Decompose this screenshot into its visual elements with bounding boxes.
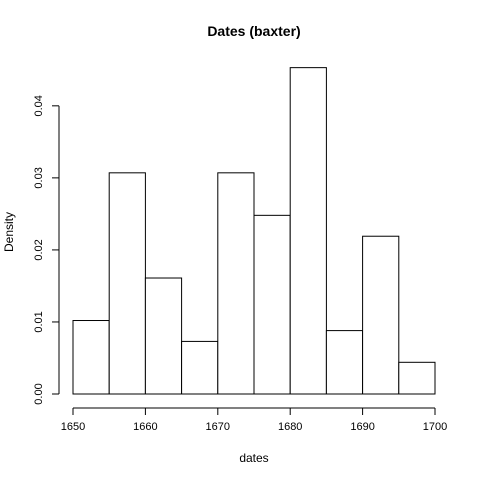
histogram-bar-1 (108, 172, 146, 395)
x-axis-label: dates (239, 451, 268, 465)
histogram-bar-0 (72, 320, 110, 395)
y-tick-label-2: 0.02 (33, 239, 45, 260)
x-axis: 1650 1660 1670 1680 1690 1700 (61, 407, 447, 433)
bars-group (72, 67, 436, 395)
histogram-bar-4 (217, 172, 255, 395)
x-tick-label-0: 1650 (61, 421, 85, 433)
x-tick-label-1: 1660 (133, 421, 157, 433)
chart-title: Dates (baxter) (207, 23, 300, 39)
histogram-bar-2 (144, 277, 183, 395)
y-tick-label-0: 0.00 (33, 383, 45, 404)
histogram-bar-5 (253, 214, 291, 395)
histogram-bar-7 (325, 330, 364, 395)
y-axis-label: Density (2, 212, 16, 252)
histogram-bar-8 (362, 235, 400, 395)
histogram-bar-6 (289, 67, 327, 395)
y-axis: 0.00 0.01 0.02 0.03 0.04 (33, 95, 60, 405)
y-tick-label-4: 0.04 (33, 95, 45, 116)
x-tick-label-3: 1680 (278, 421, 302, 433)
histogram-bar-3 (181, 340, 219, 395)
y-tick-label-3: 0.03 (33, 167, 45, 188)
histogram-bar-9 (398, 361, 436, 395)
x-tick-label-5: 1700 (423, 421, 447, 433)
x-tick-label-4: 1690 (350, 421, 374, 433)
x-tick-label-2: 1670 (206, 421, 230, 433)
y-tick-label-1: 0.01 (33, 311, 45, 332)
